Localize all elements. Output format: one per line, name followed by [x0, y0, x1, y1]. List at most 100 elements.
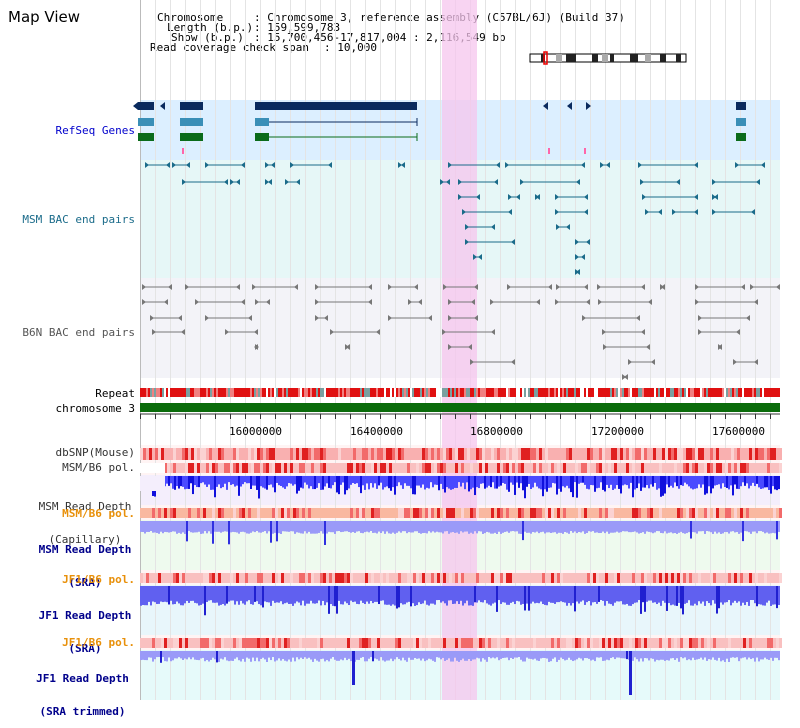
repeat-segment: [450, 388, 452, 397]
track-label-b6n-bac[interactable]: B6N BAC end pairs: [22, 326, 135, 339]
dbsnp-cell: [548, 448, 551, 460]
msm-sra-depth-bar: [764, 521, 766, 534]
dbsnp-cell: [512, 448, 515, 460]
jf1-pol-cell: [350, 573, 353, 583]
jf1-trim-depth-bar: [456, 651, 458, 661]
msm-pol-cell: [653, 463, 656, 473]
msm-sra-depth-bar: [270, 521, 272, 543]
jf1-pol-cell: [713, 573, 716, 583]
dbsnp-cell: [326, 448, 329, 460]
jf1-trim-depth-bar: [724, 651, 726, 662]
msm-sra-depth-bar: [500, 521, 502, 534]
repeat-segment: [362, 388, 364, 397]
msm-cap-depth-bar: [566, 476, 568, 486]
msm-pol2-cell: [230, 508, 233, 518]
jf1-trim-depth-bar: [608, 651, 610, 661]
track-label-refseq[interactable]: RefSeq Genes: [55, 124, 135, 137]
msm-pol2-cell: [368, 508, 371, 518]
msm-cap-depth-bar: [250, 476, 252, 489]
msm-pol2-cell: [254, 508, 257, 518]
repeat-segment: [726, 388, 728, 397]
msm-pol2-cell: [266, 508, 269, 518]
msm-cap-depth-bar: [406, 476, 408, 486]
jf1-trim-depth-bar: [694, 651, 696, 660]
msm-pol-cell: [776, 463, 779, 473]
dbsnp-cell: [425, 448, 428, 460]
msm-pol2-cell: [182, 508, 185, 518]
jf1-sra-depth-bar: [430, 586, 432, 604]
msm-pol-cell: [470, 463, 473, 473]
b6n-bac-pair: [376, 329, 380, 335]
msm-cap-depth-bar: [200, 476, 202, 484]
jf1-trim-depth-bar: [646, 651, 648, 659]
jf1-pol2-cell: [401, 638, 404, 648]
msm-sra-depth-bar: [482, 521, 484, 534]
jf1-pol-cell: [245, 573, 248, 583]
jf1-pol2-cell: [587, 638, 590, 648]
msm-pol2-cell: [509, 508, 512, 518]
msm-sra-depth-bar: [374, 521, 376, 533]
msm-pol-cell: [185, 463, 188, 473]
msm-cap-depth-bar: [630, 476, 632, 483]
msm-sra-depth-bar: [524, 521, 526, 532]
msm-pol2-cell: [449, 508, 452, 518]
jf1-trim-depth-bar: [356, 651, 358, 660]
jf1-pol-cell: [617, 573, 620, 583]
jf1-sra-depth-bar: [346, 586, 348, 604]
jf1-pol-cell: [509, 573, 512, 583]
msm-cap-depth-bar: [498, 476, 500, 487]
msm-cap-depth-bar: [506, 476, 508, 490]
msm-cap-depth-bar: [640, 476, 642, 491]
repeat-segment: [244, 388, 246, 397]
genome-map-canvas[interactable]: [0, 0, 800, 700]
msm-pol-cell: [461, 463, 464, 473]
repeat-segment: [666, 388, 668, 397]
msm-cap-depth-bar: [228, 476, 230, 483]
jf1-sra-depth-bar: [228, 586, 230, 602]
b6n-bac-pair: [474, 284, 478, 290]
jf1-pol-cell: [575, 573, 578, 583]
jf1-trim-depth-bar: [386, 651, 388, 661]
msm-sra-depth-bar: [530, 521, 532, 534]
repeat-segment: [734, 388, 736, 397]
jf1-sra-depth-bar: [392, 586, 394, 605]
jf1-sra-depth-bar: [298, 586, 300, 603]
msm-cap-depth-bar: [424, 476, 426, 490]
repeat-segment: [322, 388, 324, 397]
msm-pol2-cell: [338, 508, 341, 518]
jf1-trim-depth-bar: [768, 651, 770, 660]
msm-cap-depth-bar: [692, 476, 694, 490]
repeat-segment: [160, 388, 162, 397]
msm-pol2-cell: [251, 508, 254, 518]
msm-cap-depth-bar: [264, 476, 266, 489]
msm-sra-depth-bar: [486, 521, 488, 532]
msm-cap-depth-bar: [752, 476, 754, 483]
b6n-bac-pair: [315, 315, 319, 321]
msm-sra-depth-bar: [346, 521, 348, 532]
msm-sra-depth-bar: [666, 521, 668, 534]
msm-pol-cell: [527, 463, 530, 473]
msm-cap-depth-bar: [468, 476, 470, 492]
repeat-segment: [572, 388, 574, 397]
msm-pol-cell: [368, 463, 371, 473]
msm-pol-cell: [299, 463, 302, 473]
msm-pol2-cell: [152, 508, 155, 518]
jf1-pol2-cell: [152, 638, 155, 648]
jf1-sra-depth-bar: [718, 586, 720, 609]
dbsnp-cell: [734, 448, 737, 460]
jf1-pol-cell: [281, 573, 284, 583]
msm-sra-depth-bar: [196, 521, 198, 533]
track-label-msm-bac[interactable]: MSM BAC end pairs: [22, 213, 135, 226]
msm-pol2-cell: [425, 508, 428, 518]
msm-cap-depth-bar: [638, 476, 640, 484]
jf1-trim-depth-bar: [604, 651, 606, 661]
msm-sra-depth-bar: [262, 521, 264, 532]
repeat-segment: [346, 388, 348, 397]
repeat-segment: [276, 388, 278, 397]
jf1-pol-cell: [239, 573, 242, 583]
jf1-trim-depth-bar: [472, 651, 474, 660]
dbsnp-cell: [392, 448, 395, 460]
jf1-sra-depth-bar: [636, 586, 638, 603]
msm-pol2-cell: [149, 508, 152, 518]
msm-pol2-cell: [539, 508, 542, 518]
